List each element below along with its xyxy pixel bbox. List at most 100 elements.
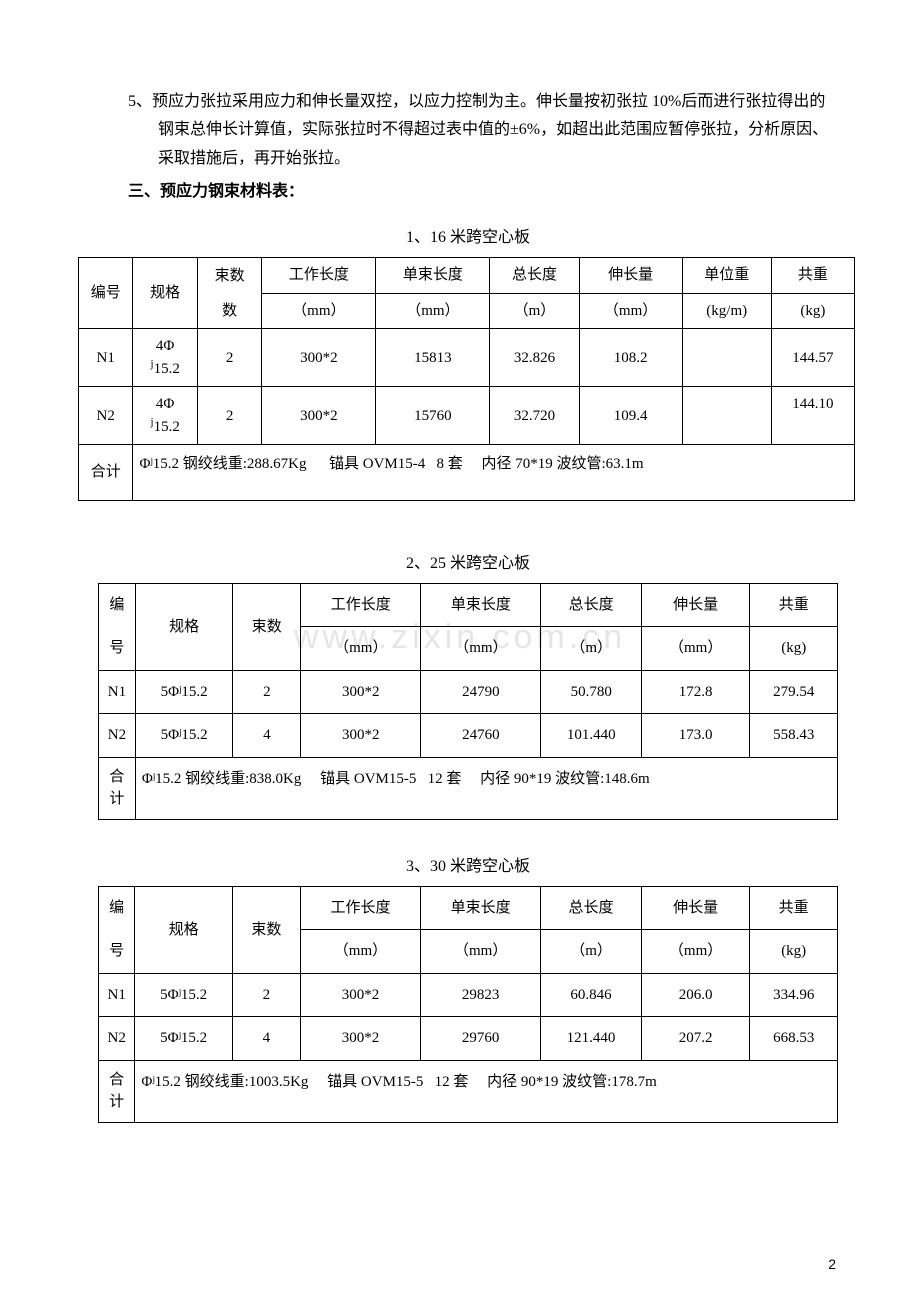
th-weight-b: (kg) [750, 930, 838, 974]
section-heading-3: 三、预应力钢束材料表： [128, 177, 838, 201]
cell-id: N2 [99, 714, 136, 758]
table-row: N1 4Φj15.2 2 300*2 15813 32.826 108.2 14… [79, 329, 855, 387]
th-total-b: （m） [490, 293, 579, 329]
th-work-b: （mm） [301, 627, 421, 671]
cell-bundles: 2 [197, 387, 261, 445]
cell-work: 300*2 [300, 1017, 420, 1061]
cell-summary: Φʲ15.2 钢绞线重:838.0Kg 锚具 OVM15-5 12 套 内径 9… [135, 757, 837, 819]
th-spec: 规格 [133, 258, 197, 329]
th-single-b: （mm） [421, 930, 541, 974]
th-elong-a: 伸长量 [641, 886, 750, 930]
th-total-b: （m） [541, 930, 642, 974]
table2-title: 2、25 米跨空心板 [98, 549, 838, 573]
cell-sum-label: 合计 [99, 1060, 135, 1122]
cell-summary: Φʲ15.2 钢绞线重:1003.5Kg 锚具 OVM15-5 12 套 内径 … [135, 1060, 838, 1122]
th-single-a: 单束长度 [421, 583, 541, 627]
cell-elong: 172.8 [641, 670, 749, 714]
th-single-b: （mm） [421, 627, 541, 671]
cell-work: 300*2 [301, 670, 421, 714]
page-number: 2 [828, 1256, 836, 1272]
cell-summary: Φʲ15.2 钢绞线重:288.67Kg 锚具 OVM15-4 8 套 内径 7… [133, 445, 855, 501]
th-id-a: 编 [99, 886, 135, 930]
th-id-a: 编 [99, 583, 136, 627]
th-total-b: （m） [541, 627, 642, 671]
table-16m: 编号 规格 束数 工作长度 单束长度 总长度 伸长量 单位重 共重 数 （mm）… [78, 257, 855, 501]
cell-single: 29760 [421, 1017, 541, 1061]
cell-total: 32.826 [490, 329, 579, 387]
th-single-b: （mm） [376, 293, 490, 329]
cell-spec: 4Φj15.2 [133, 329, 197, 387]
th-work-b: （mm） [262, 293, 376, 329]
cell-total: 121.440 [541, 1017, 642, 1061]
table-summary-row: 合计 Φʲ15.2 钢绞线重:838.0Kg 锚具 OVM15-5 12 套 内… [99, 757, 838, 819]
th-elong-b: （mm） [641, 627, 749, 671]
cell-work: 300*2 [262, 329, 376, 387]
table-30m: 编 规格 束数 工作长度 单束长度 总长度 伸长量 共重 号 （mm） （mm）… [98, 886, 838, 1123]
cell-unitw [682, 387, 771, 445]
cell-bundles: 2 [233, 670, 301, 714]
cell-bundles: 4 [233, 714, 301, 758]
cell-unitw [682, 329, 771, 387]
cell-total: 60.846 [541, 973, 642, 1017]
th-work-a: 工作长度 [301, 583, 421, 627]
cell-single: 15813 [376, 329, 490, 387]
cell-spec: 5Φʲ15.2 [135, 714, 233, 758]
th-weight-a: 共重 [750, 886, 838, 930]
cell-total: 50.780 [541, 670, 642, 714]
cell-spec: 4Φj15.2 [133, 387, 197, 445]
th-total-a: 总长度 [541, 583, 642, 627]
th-single-a: 单束长度 [421, 886, 541, 930]
cell-bundles: 4 [232, 1017, 300, 1061]
th-total-a: 总长度 [490, 258, 579, 294]
cell-elong: 108.2 [579, 329, 682, 387]
cell-weight: 144.57 [771, 329, 854, 387]
cell-spec: 5Φʲ15.2 [135, 973, 233, 1017]
cell-bundles: 2 [197, 329, 261, 387]
cell-id: N1 [99, 670, 136, 714]
th-elong-b: （mm） [641, 930, 750, 974]
table-row: N2 5Φʲ15.2 4 300*2 29760 121.440 207.2 6… [99, 1017, 838, 1061]
th-weight-a: 共重 [771, 258, 854, 294]
th-bundles-b: 数 [197, 293, 261, 329]
table-summary-row: 合计 Φʲ15.2 钢绞线重:1003.5Kg 锚具 OVM15-5 12 套 … [99, 1060, 838, 1122]
th-work-b: （mm） [300, 930, 420, 974]
th-single-a: 单束长度 [376, 258, 490, 294]
th-id-b: 号 [99, 627, 136, 671]
cell-work: 300*2 [262, 387, 376, 445]
table-row: N2 5Φʲ15.2 4 300*2 24760 101.440 173.0 5… [99, 714, 838, 758]
table3-title: 3、30 米跨空心板 [98, 852, 838, 876]
cell-weight: 144.10 [771, 387, 854, 445]
table-25m: 编 规格 束数 工作长度 单束长度 总长度 伸长量 共重 号 （mm） （mm）… [98, 583, 838, 820]
cell-elong: 206.0 [641, 973, 750, 1017]
th-spec: 规格 [135, 583, 233, 670]
cell-id: N2 [79, 387, 133, 445]
table-row: N2 4Φj15.2 2 300*2 15760 32.720 109.4 14… [79, 387, 855, 445]
cell-weight: 334.96 [750, 973, 838, 1017]
cell-single: 24760 [421, 714, 541, 758]
cell-work: 300*2 [300, 973, 420, 1017]
cell-weight: 279.54 [750, 670, 838, 714]
th-bundles: 束数 [233, 583, 301, 670]
th-elong-a: 伸长量 [641, 583, 749, 627]
cell-id: N1 [99, 973, 135, 1017]
cell-single: 24790 [421, 670, 541, 714]
th-weight-b: (kg) [750, 627, 838, 671]
th-id: 编号 [79, 258, 133, 329]
cell-elong: 173.0 [641, 714, 749, 758]
table-row: N1 5Φʲ15.2 2 300*2 29823 60.846 206.0 33… [99, 973, 838, 1017]
th-elong-a: 伸长量 [579, 258, 682, 294]
th-spec: 规格 [135, 886, 233, 973]
cell-total: 101.440 [541, 714, 642, 758]
th-bundles: 束数 [232, 886, 300, 973]
cell-elong: 109.4 [579, 387, 682, 445]
th-weight-b: (kg) [771, 293, 854, 329]
cell-single: 29823 [421, 973, 541, 1017]
cell-work: 300*2 [301, 714, 421, 758]
table-summary-row: 合计 Φʲ15.2 钢绞线重:288.67Kg 锚具 OVM15-4 8 套 内… [79, 445, 855, 501]
cell-weight: 558.43 [750, 714, 838, 758]
cell-id: N2 [99, 1017, 135, 1061]
th-work-a: 工作长度 [262, 258, 376, 294]
th-work-a: 工作长度 [300, 886, 420, 930]
th-unitw-a: 单位重 [682, 258, 771, 294]
cell-single: 15760 [376, 387, 490, 445]
